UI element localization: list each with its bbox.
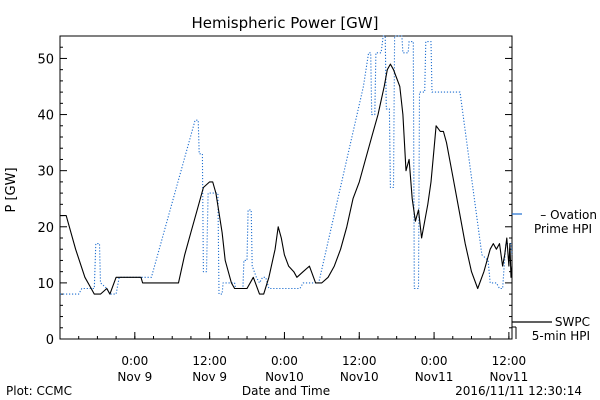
footer-plot-credit: Plot: CCMC (6, 384, 72, 398)
x-tick-label-time: 0:00 (271, 354, 298, 368)
x-tick-label-date: Nov 9 (117, 370, 152, 384)
x-tick-label-time: 12:00 (492, 354, 527, 368)
x-tick-label-date: Nov11 (415, 370, 454, 384)
legend-swpc-line2: 5-min HPI (532, 329, 590, 343)
footer-timestamp: 2016/11/11 12:30:14 (455, 384, 582, 398)
series-line-1 (60, 35, 513, 295)
x-tick-label-time: 12:00 (342, 354, 377, 368)
y-tick-label: 20 (37, 221, 54, 236)
legend-ovation-line2: Prime HPI (534, 222, 592, 236)
legend-swpc-line1: SWPC (555, 315, 590, 329)
y-tick-label: 30 (37, 165, 54, 180)
series-layer (60, 35, 513, 295)
y-axis: 0 10 20 30 40 50 (37, 35, 512, 348)
x-tick-label-date: Nov10 (340, 370, 379, 384)
x-tick-label-time: 0:00 (421, 354, 448, 368)
y-tick-label: 40 (37, 109, 54, 124)
x-tick-label-date: Nov11 (490, 370, 529, 384)
x-axis: 0:00 Nov 9 12:00 Nov 9 0:00 Nov10 12:00 Nov10 0:… (59, 332, 529, 384)
plot-frame (59, 35, 513, 340)
x-axis-label: Date and Time (242, 384, 330, 398)
x-tick-label-date: Nov 9 (192, 370, 227, 384)
y-axis-label: P [GW] (4, 167, 19, 212)
legend-ovation-line1: – Ovation (540, 208, 597, 222)
chart-title: Hemispheric Power [GW] (192, 14, 379, 32)
y-tick-label: 0 (46, 333, 54, 348)
y-tick-label: 10 (37, 277, 54, 292)
x-tick-label-time: 12:00 (192, 354, 227, 368)
x-tick-label-date: Nov10 (265, 370, 304, 384)
x-tick-label-time: 0:00 (121, 354, 148, 368)
y-tick-label: 50 (37, 52, 54, 67)
series-line-2 (60, 63, 513, 295)
